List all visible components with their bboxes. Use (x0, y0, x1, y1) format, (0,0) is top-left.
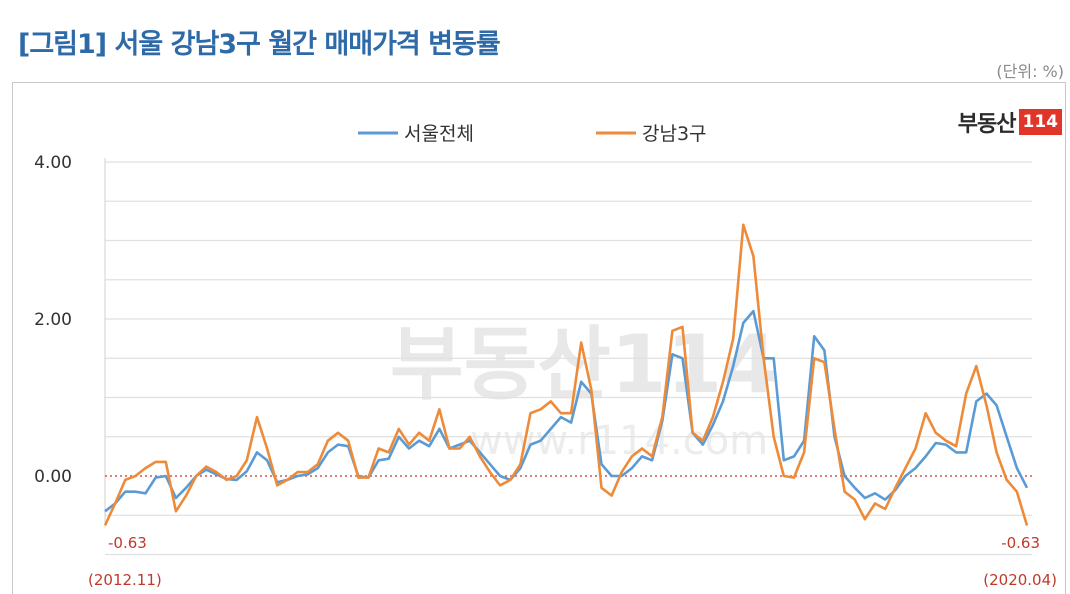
chart-title: [그림1] 서울 강남3구 월간 매매가격 변동률 (18, 29, 501, 60)
annotation-end-value: -0.63 (1001, 534, 1040, 552)
y-tick-label: 2.00 (34, 310, 72, 330)
unit-label: (단위: %) (996, 62, 1064, 81)
annotation-start-value: -0.63 (108, 534, 147, 552)
y-tick-label: 4.00 (34, 153, 72, 173)
brand-number: 114 (1018, 109, 1062, 135)
series-line-gangnam (103, 223, 1029, 527)
brand-logo: 부동산 114 (958, 106, 1062, 138)
watermark: 부동산114 (390, 318, 778, 411)
brand-text: 부동산 (957, 112, 1017, 137)
y-tick-label: 0.00 (34, 467, 72, 487)
watermark-url: www.r114.com (470, 418, 769, 464)
chart-frame (12, 82, 1066, 594)
series-line-seoul (104, 309, 1029, 513)
legend-label-seoul: 서울전체 (404, 123, 474, 145)
legend-label-gangnam: 강남3구 (642, 123, 707, 145)
x-end-label: (2020.04) (983, 571, 1057, 589)
x-start-label: (2012.11) (88, 571, 162, 589)
